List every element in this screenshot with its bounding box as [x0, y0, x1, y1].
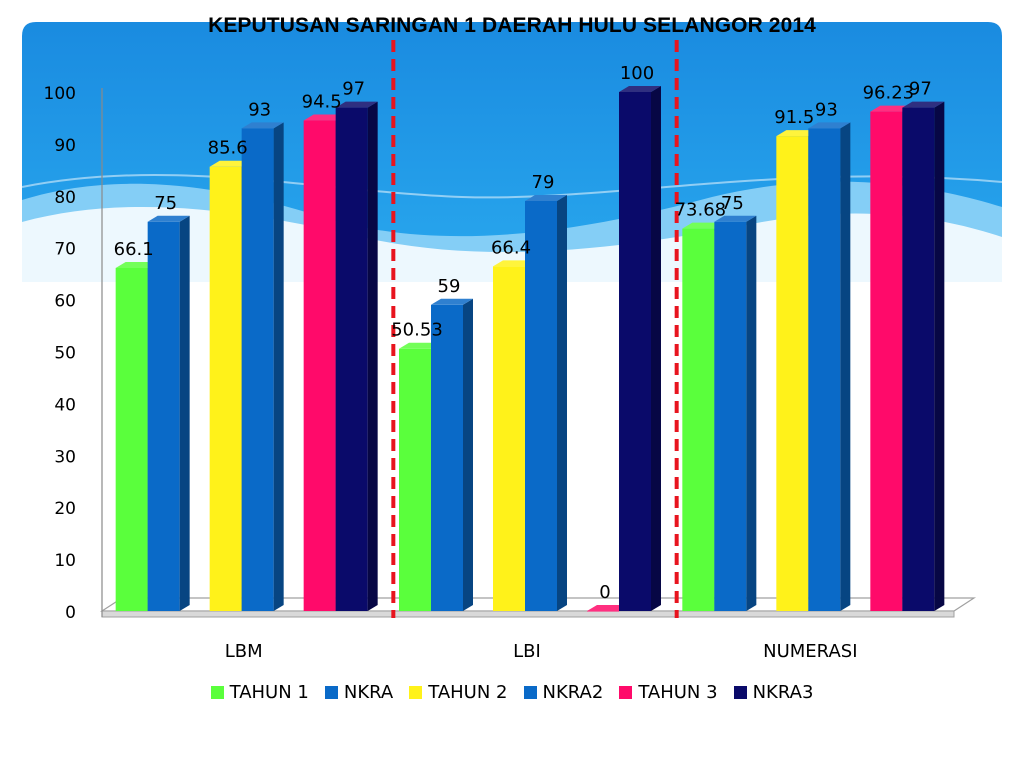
y-tick-label: 90 [54, 136, 76, 156]
bar [525, 194, 567, 612]
chart-legend: TAHUN 1 NKRA TAHUN 2 NKRA2 TAHUN 3 NKRA3 [0, 682, 1024, 703]
data-label: 59 [438, 276, 461, 297]
y-tick-label: 20 [54, 499, 76, 519]
y-tick-label: 0 [65, 603, 76, 623]
y-tick-label: 70 [54, 240, 76, 260]
legend-label: NKRA [343, 682, 394, 703]
legend-label: TAHUN 2 [428, 682, 508, 703]
y-tick-label: 50 [54, 344, 76, 364]
legend-swatch [733, 686, 747, 699]
data-label: 85.6 [208, 138, 248, 159]
bar [335, 101, 378, 611]
data-label: 79 [532, 172, 555, 193]
y-tick-label: 10 [54, 551, 76, 571]
bar [241, 122, 284, 611]
legend-swatch [409, 686, 423, 699]
legend-item: NKRA3 [733, 682, 814, 703]
bar [147, 215, 190, 611]
y-tick-label: 100 [44, 84, 76, 104]
y-tick-label: 40 [54, 395, 76, 415]
legend-item: NKRA [324, 682, 394, 703]
data-label: 73.68 [675, 200, 727, 221]
data-label: 50.53 [391, 320, 443, 341]
legend-swatch [619, 686, 633, 699]
legend-label: TAHUN 3 [638, 682, 718, 703]
bar [902, 101, 945, 611]
x-category-label: LBI [513, 641, 541, 662]
legend-item: NKRA2 [523, 682, 604, 703]
legend-label: NKRA2 [542, 682, 604, 703]
data-label: 66.1 [114, 239, 154, 260]
bar [619, 86, 661, 611]
legend-swatch [523, 686, 537, 699]
chart-floor-edge [101, 610, 955, 618]
x-category-label: LBM [225, 641, 263, 662]
legend-swatch [210, 686, 224, 699]
bar [587, 605, 629, 612]
bar [714, 215, 757, 611]
bar [431, 298, 473, 611]
chart-title: KEPUTUSAN SARINGAN 1 DAERAH HULU SELANGO… [208, 14, 816, 37]
data-label: 93 [248, 99, 271, 120]
data-label: 91.5 [774, 107, 814, 128]
data-label: 97 [342, 79, 365, 100]
y-tick-label: 60 [54, 292, 76, 312]
data-label: 96.23 [863, 83, 915, 104]
data-label: 97 [909, 79, 932, 100]
legend-item: TAHUN 3 [619, 682, 718, 703]
legend-item: TAHUN 2 [409, 682, 508, 703]
data-label: 66.4 [491, 237, 531, 258]
data-label: 75 [721, 193, 744, 214]
x-category-label: NUMERASI [763, 641, 857, 662]
y-tick-label: 30 [54, 447, 76, 467]
legend-item: TAHUN 1 [210, 682, 309, 703]
data-label: 100 [620, 63, 654, 84]
data-label: 75 [154, 193, 177, 214]
data-label: 93 [815, 99, 838, 120]
y-tick-label: 80 [54, 188, 76, 208]
legend-label: NKRA3 [752, 682, 814, 703]
bar [808, 122, 851, 611]
legend-label: TAHUN 1 [229, 682, 309, 703]
data-label: 94.5 [302, 92, 342, 113]
legend-swatch [324, 686, 338, 699]
data-label: 0 [599, 582, 610, 603]
